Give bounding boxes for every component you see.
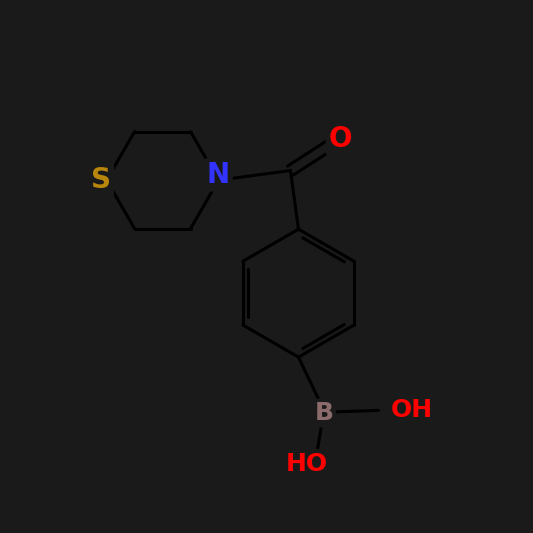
Text: OH: OH [391, 398, 433, 423]
Text: S: S [91, 166, 111, 194]
Text: B: B [314, 401, 334, 425]
Text: HO: HO [285, 451, 328, 476]
Text: O: O [328, 125, 352, 152]
Text: N: N [207, 161, 230, 189]
